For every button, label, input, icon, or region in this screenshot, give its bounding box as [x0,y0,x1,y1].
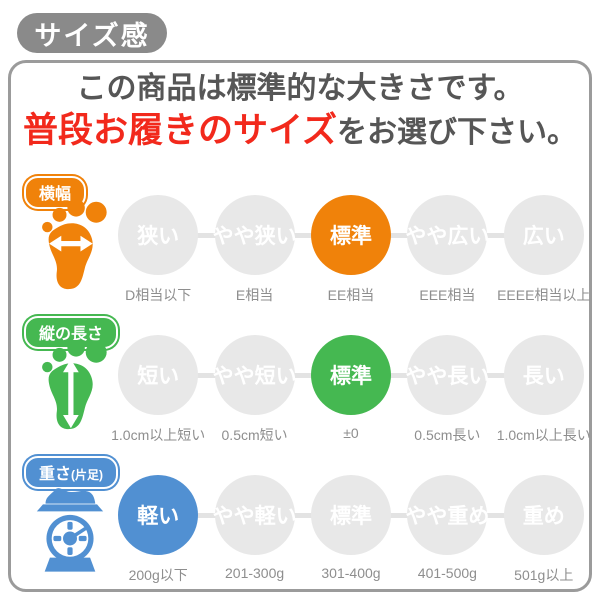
section-width: 横幅 狭い D相当以下 やや狭い E相当 [10,170,590,310]
option-standard-width-selected: 標準 EE相当 [303,195,399,307]
option-circle: 広い [503,195,584,275]
option-sublabel: E相当 [235,287,274,303]
option-semi-wide: やや広い EEE相当 [399,195,495,307]
option-heavy: 重め 501g以上 [496,475,592,587]
option-light-selected: 軽い 200g以下 [110,475,206,587]
option-sublabel: 201-300g [225,565,285,581]
headline: この商品は標準的な大きさです。 普段お履きのサイズをお選び下さい。 [0,70,600,152]
option-sublabel: EEEE相当以上 [497,287,591,303]
selected-option-circle: 軽い [118,475,199,555]
option-semi-long: やや長い 0.5cm長い [399,335,495,447]
option-sublabel: D相当以下 [125,287,192,303]
option-sublabel: 1.0cm以上短い [111,427,206,443]
selected-option-circle: 標準 [310,195,391,275]
headline-line1: この商品は標準的な大きさです。 [76,72,524,105]
option-narrow: 狭い D相当以下 [110,195,206,307]
weight-badge-suffix: (片足) [71,468,104,482]
option-standard-weight: 標準 301-400g [303,475,399,587]
size-feel-badge: サイズ感 [17,13,167,53]
option-circle: やや狭い [213,195,297,275]
scale-icon [36,488,104,572]
width-badge: 横幅 [24,176,87,209]
headline-line2: 普段お履きのサイズをお選び下さい。 [0,109,600,153]
foot-width-icon [42,200,107,290]
option-sublabel: 200g以下 [128,567,188,583]
section-length: 縦の長さ 短い 1.0cm以上短い やや短い [10,310,592,450]
option-wide: 広い EEEE相当以上 [496,195,592,307]
option-circle: やや短い [213,335,297,415]
option-sublabel: 1.0cm以上長い [496,427,591,443]
option-sublabel: ±0 [343,425,359,441]
option-standard-length-selected: 標準 ±0 [303,335,399,447]
option-sublabel: 0.5cm長い [414,427,481,443]
option-sublabel: 0.5cm短い [221,427,288,443]
option-circle: やや長い [405,335,489,415]
option-circle: 標準 [310,475,391,555]
option-semi-heavy: やや重め 401-500g [399,475,495,587]
option-circle: 重め [503,475,584,555]
option-circle: やや広い [405,195,489,275]
option-semi-short: やや短い 0.5cm短い [206,335,302,447]
option-sublabel: EEE相当 [419,287,476,303]
option-short: 短い 1.0cm以上短い [110,335,206,447]
length-scale: 短い 1.0cm以上短い やや短い 0.5cm短い 標準 ±0 やや長い 0.5… [110,335,592,447]
option-long: 長い 1.0cm以上長い [496,335,592,447]
selected-option-circle: 標準 [310,335,391,415]
foot-length-icon [42,340,107,430]
option-sublabel: EE相当 [327,287,375,303]
width-scale: 狭い D相当以下 やや狭い E相当 標準 EE相当 やや広い EEE相当 広い … [110,195,592,307]
headline-suffix: をお選び下さい。 [336,115,577,149]
section-weight: 重さ(片足) 軽い 200g以下 [10,450,590,590]
option-circle: 短い [118,335,199,415]
weight-scale: 軽い 200g以下 やや軽い 201-300g 標準 301-400g やや重め… [110,475,592,587]
option-circle: 狭い [118,195,199,275]
option-sublabel: 501g以上 [514,567,574,583]
option-circle: やや軽い [213,475,297,555]
option-semi-light: やや軽い 201-300g [206,475,302,587]
option-circle: やや重め [405,475,489,555]
option-semi-narrow: やや狭い E相当 [206,195,302,307]
headline-emphasis: 普段お履きのサイズ [23,110,337,150]
option-circle: 長い [503,335,584,415]
option-sublabel: 401-500g [417,565,477,581]
option-sublabel: 301-400g [321,565,381,581]
weight-badge: 重さ(片足) [24,456,119,489]
weight-badge-main: 重さ [39,466,72,483]
